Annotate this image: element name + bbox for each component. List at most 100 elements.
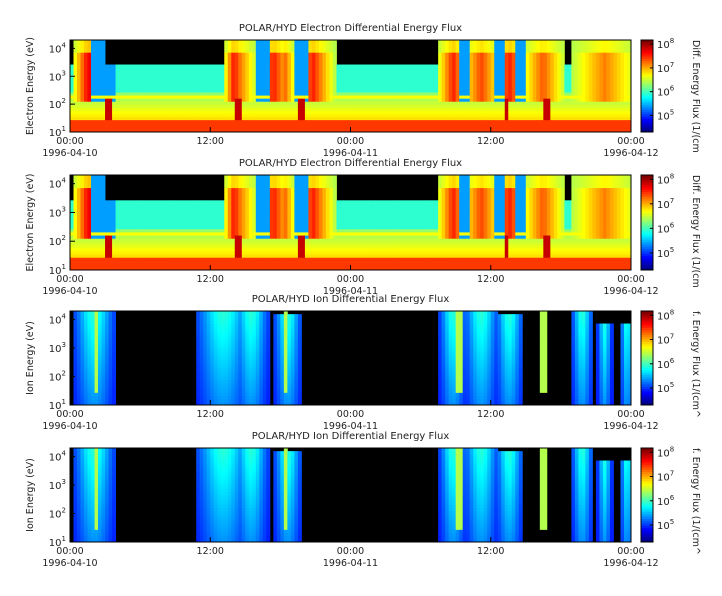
- spectrogram-cell: [137, 74, 141, 77]
- spectrogram-cell: [84, 123, 88, 126]
- spectrogram-cell: [91, 235, 95, 239]
- spectrogram-cell: [417, 95, 421, 98]
- spectrogram-cell: [308, 83, 312, 86]
- spectrogram-cell: [105, 117, 109, 120]
- spectrogram-cell: [571, 46, 575, 49]
- spectrogram-cell: [582, 68, 586, 71]
- spectrogram-cell: [105, 261, 109, 265]
- spectrogram-cell: [561, 114, 565, 117]
- spectrogram-cell: [568, 71, 572, 74]
- spectrogram-cell: [95, 226, 99, 230]
- spectrogram-cell: [526, 83, 530, 86]
- spectrogram-cell: [421, 104, 425, 107]
- spectrogram-cell: [550, 40, 554, 43]
- spectrogram-cell: [98, 55, 102, 58]
- spectrogram-cell: [543, 43, 547, 46]
- spectrogram-cell: [452, 92, 456, 95]
- spectrogram-cell: [77, 71, 81, 74]
- spectrogram-cell: [596, 43, 600, 46]
- spectrogram-cell: [266, 107, 270, 110]
- spectrogram-cell: [81, 77, 85, 80]
- spectrogram-cell: [473, 111, 477, 114]
- spectrogram-cell: [231, 95, 235, 98]
- spectrogram-cell: [245, 49, 249, 52]
- spectrogram-cell: [589, 107, 593, 110]
- spectrogram-cell: [452, 104, 456, 107]
- spectrogram-cell: [228, 92, 232, 95]
- spectrogram-cell: [161, 77, 165, 80]
- spectrogram-cell: [259, 83, 263, 86]
- spectrogram-cell: [88, 46, 92, 49]
- spectrogram-cell: [620, 46, 624, 49]
- spectrogram-cell: [291, 43, 295, 46]
- spectrogram-cell: [386, 83, 390, 86]
- spectrogram-cell: [438, 68, 442, 71]
- spectrogram-cell: [329, 49, 333, 52]
- spectrogram-cell: [151, 107, 155, 110]
- spectrogram-cell: [147, 117, 151, 120]
- spectrogram-cell: [228, 61, 232, 64]
- spectrogram-cell: [249, 71, 253, 74]
- spectrogram-cell: [221, 65, 225, 68]
- spectrogram-cell: [484, 74, 488, 77]
- spectrogram-cell: [305, 43, 309, 46]
- spectrogram-cell: [463, 89, 467, 92]
- spectrogram-cell: [312, 49, 316, 52]
- spectrogram-cell: [498, 95, 502, 98]
- spectrogram-cell: [484, 40, 488, 43]
- spectrogram-cell: [456, 77, 460, 80]
- spectrogram-cell: [245, 80, 249, 83]
- spectrogram-cell: [200, 92, 204, 95]
- spectrogram-cell: [340, 95, 344, 98]
- spectrogram-cell: [312, 46, 316, 49]
- spectrogram-cell: [473, 68, 477, 71]
- spectrogram-cell: [294, 43, 298, 46]
- spectrogram-cell: [445, 46, 449, 49]
- spectrogram-cell: [575, 71, 579, 74]
- spectrogram-cell: [375, 104, 379, 107]
- spectrogram-cell: [347, 80, 351, 83]
- spectrogram-cell: [456, 95, 460, 98]
- spectrogram-cell: [480, 92, 484, 95]
- spectrogram-cell: [589, 46, 593, 49]
- spectrogram-cell: [217, 107, 221, 110]
- spectrogram-cell: [477, 61, 481, 64]
- spectrogram-cell: [252, 92, 256, 95]
- spectrogram-cell: [508, 58, 512, 61]
- spectrogram-cell: [333, 43, 337, 46]
- spectrogram-cell: [533, 77, 537, 80]
- spectrogram-cell: [84, 207, 88, 211]
- spectrogram-cell: [606, 40, 610, 43]
- spectrogram-cell: [435, 117, 439, 120]
- spectrogram-cell: [298, 101, 302, 104]
- spectrogram-cell: [606, 92, 610, 95]
- spectrogram-cell: [445, 107, 449, 110]
- spectrogram-cell: [449, 43, 453, 46]
- spectrogram-cell: [519, 101, 523, 104]
- spectrogram-cell: [207, 68, 211, 71]
- spectrogram-cell: [428, 126, 432, 129]
- spectrogram-cell: [351, 89, 355, 92]
- spectrogram-cell: [596, 40, 600, 43]
- spectrogram-cell: [259, 74, 263, 77]
- spectrogram-cell: [95, 61, 99, 64]
- spectrogram-cell: [368, 114, 372, 117]
- spectrogram-cell: [498, 92, 502, 95]
- spectrogram-cell: [270, 49, 274, 52]
- spectrogram-cell: [463, 65, 467, 68]
- spectrogram-cell: [515, 74, 519, 77]
- spectrogram-cell: [305, 104, 309, 107]
- spectrogram-cell: [102, 104, 106, 107]
- spectrogram-cell: [270, 95, 274, 98]
- spectrogram-cell: [329, 98, 333, 101]
- spectrogram-cell: [228, 111, 232, 114]
- spectrogram-cell: [266, 40, 270, 43]
- spectrogram-cell: [512, 80, 516, 83]
- spectrogram-cell: [84, 175, 88, 179]
- spectrogram-cell: [449, 80, 453, 83]
- spectrogram-cell: [322, 83, 326, 86]
- spectrogram-cell: [456, 80, 460, 83]
- spectrogram-cell: [123, 254, 127, 258]
- spectrogram-cell: [126, 117, 130, 120]
- spectrogram-cell: [315, 89, 319, 92]
